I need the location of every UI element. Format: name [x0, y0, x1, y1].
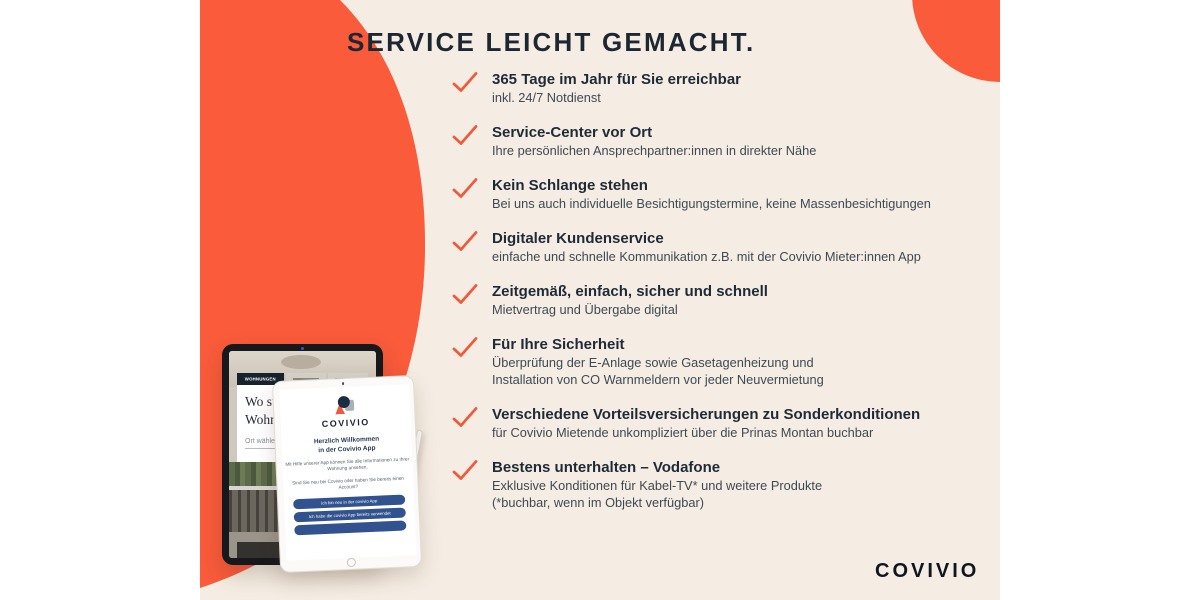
checkmark-icon [452, 458, 492, 486]
service-detail: inkl. 24/7 Notdienst [492, 90, 601, 105]
service-item: Für Ihre Sicherheit Überprüfung der E-Anl… [452, 335, 992, 388]
tab-label: WOHNUNGEN [245, 376, 277, 382]
service-item: Bestens unterhalten – Vodafone Exklusive … [452, 458, 992, 511]
checkmark-icon [452, 123, 492, 151]
service-text: 365 Tage im Jahr für Sie erreichbar inkl.… [492, 70, 741, 106]
home-button [346, 557, 356, 568]
service-detail: Mietvertrag und Übergabe digital [492, 302, 678, 317]
slide-canvas: SERVICE LEICHT GEMACHT. 365 Tage im Jahr… [200, 0, 1000, 600]
checkmark-icon [452, 335, 492, 363]
orange-circle-top-right [912, 0, 1000, 82]
service-text: Für Ihre Sicherheit Überprüfung der E-Anl… [492, 335, 824, 388]
service-detail: für Covivio Mietende unkompliziert über … [492, 425, 874, 440]
checkmark-icon [452, 70, 492, 98]
app-screen: COVIVIO Herzlich Willkommen in der Coviv… [279, 384, 417, 561]
service-item: Verschiedene Vorteilsversicherungen zu S… [452, 405, 992, 441]
service-heading: 365 Tage im Jahr für Sie erreichbar [492, 71, 742, 88]
service-text: Verschiedene Vorteilsversicherungen zu S… [492, 405, 920, 441]
app-question-paragraph: Sind Sie neu bei Covivio oder haben Sie … [292, 475, 405, 490]
service-text: Digitaler Kundenservice einfache und schn… [492, 229, 921, 265]
service-detail: Installation von CO Warnmeldern vor jede… [492, 372, 824, 387]
app-button: Ich bin neu in der covivio App [293, 494, 406, 510]
app-welcome-heading: Herzlich Willkommen in der Covivio App [314, 436, 380, 456]
service-detail: einfache und schnelle Kommunikation z.B.… [492, 249, 921, 264]
service-heading: Für Ihre Sicherheit [492, 336, 625, 353]
service-item: Digitaler Kundenservice einfache und schn… [452, 229, 992, 265]
app-button: Ich habe die covivio App bereits verwend… [293, 507, 406, 523]
camera-dot-icon [301, 347, 304, 350]
covivio-logo: COVIVIO [875, 560, 980, 582]
service-heading: Service-Center vor Ort [492, 124, 653, 141]
app-button [294, 520, 407, 536]
checkmark-icon [452, 229, 492, 257]
service-item: Zeitgemäß, einfach, sicher und schnell Mi… [452, 282, 992, 318]
service-item: Service-Center vor Ort Ihre persönlichen … [452, 123, 992, 159]
service-heading: Kein Schlange stehen [492, 177, 648, 194]
location-select-placeholder: Ort wählen [245, 438, 279, 445]
tab-wohnungen: WOHNUNGEN [237, 373, 284, 385]
app-intro-paragraph: Mit Hilfe unserer App können Sie alle In… [285, 456, 410, 472]
checkmark-icon [452, 282, 492, 310]
app-button-group: Ich bin neu in der covivio App Ich habe d… [284, 494, 415, 536]
service-detail: Überprüfung der E-Anlage sowie Gasetagen… [492, 355, 814, 370]
app-button-label: Ich bin neu in der covivio App [321, 498, 378, 506]
covivio-app-logo-icon [335, 395, 356, 415]
service-detail: Bei uns auch individuelle Besichtigungst… [492, 196, 931, 211]
service-heading: Zeitgemäß, einfach, sicher und schnell [492, 283, 768, 300]
tablet-app-mockup: COVIVIO Herzlich Willkommen in der Coviv… [271, 374, 423, 574]
service-text: Bestens unterhalten – Vodafone Exklusive … [492, 458, 822, 511]
checkmark-icon [452, 176, 492, 204]
service-text: Kein Schlange stehen Bei uns auch individ… [492, 176, 931, 212]
service-heading: Digitaler Kundenservice [492, 230, 664, 247]
service-text: Zeitgemäß, einfach, sicher und schnell Mi… [492, 282, 768, 318]
app-button-label: Ich habe die covivio App bereits verwend… [308, 510, 391, 520]
service-text: Service-Center vor Ort Ihre persönlichen … [492, 123, 816, 159]
service-detail: Exklusive Konditionen für Kabel-TV* und … [492, 478, 823, 493]
service-detail: Ihre persönlichen Ansprechpartner:innen … [492, 143, 817, 158]
checkmark-icon [452, 405, 492, 433]
camera-dot-icon [341, 382, 345, 385]
service-list: 365 Tage im Jahr für Sie erreichbar inkl.… [452, 70, 992, 511]
app-brand-wordmark: COVIVIO [321, 416, 370, 430]
service-item: 365 Tage im Jahr für Sie erreichbar inkl.… [452, 70, 992, 106]
page-title: SERVICE LEICHT GEMACHT. [347, 27, 756, 57]
service-heading: Bestens unterhalten – Vodafone [492, 459, 721, 476]
service-detail: (*buchbar, wenn im Objekt verfügbar) [492, 495, 704, 510]
service-heading: Verschiedene Vorteilsversicherungen zu S… [492, 406, 921, 423]
service-item: Kein Schlange stehen Bei uns auch individ… [452, 176, 992, 212]
